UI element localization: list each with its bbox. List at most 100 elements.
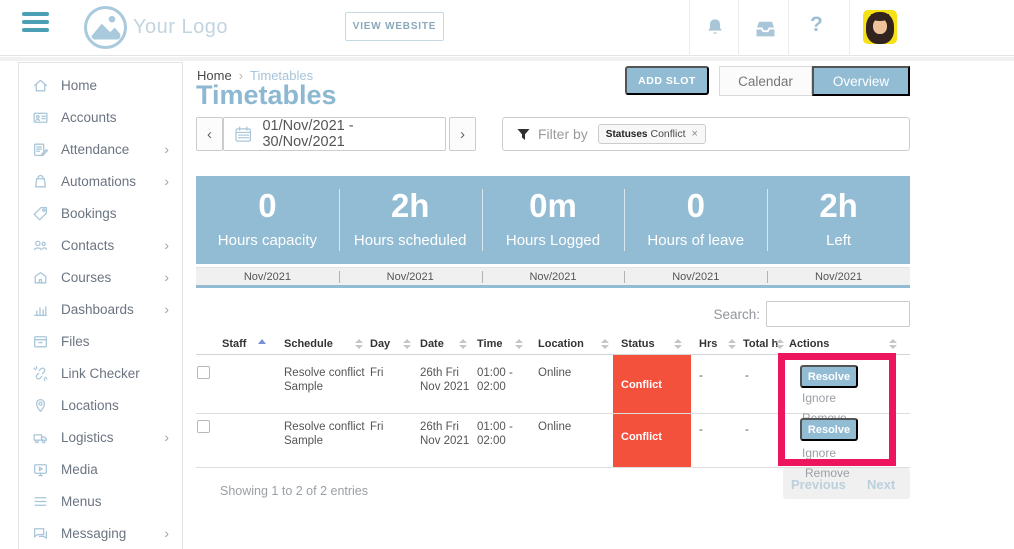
search-input[interactable]: [766, 301, 910, 327]
col-header-date[interactable]: Date: [420, 338, 444, 350]
chevron-right-icon: ›: [164, 525, 169, 541]
sort-icon[interactable]: [674, 339, 682, 351]
remove-action-link[interactable]: Remove: [805, 466, 850, 480]
filter-funnel-icon: [517, 128, 530, 140]
logistics-icon: [33, 433, 47, 443]
sidebar-item-files[interactable]: Files: [19, 325, 182, 357]
date-range-value: 01/Nov/2021 - 30/Nov/2021: [262, 118, 354, 150]
sort-icon[interactable]: [601, 339, 609, 351]
sidebar-item-logistics[interactable]: Logistics ›: [19, 421, 182, 453]
messaging-icon: [34, 527, 47, 539]
col-header-day[interactable]: Day: [370, 338, 391, 350]
chevron-right-icon: ›: [164, 269, 169, 285]
avatar-bangs: [871, 14, 889, 21]
col-header-total-h[interactable]: Total h: [743, 338, 779, 350]
header-divider: [788, 0, 789, 56]
row-checkbox[interactable]: [197, 366, 210, 379]
cell-location: Online: [538, 367, 572, 379]
sidebar-item-contacts[interactable]: Contacts ›: [19, 229, 182, 261]
sidebar-item-messaging[interactable]: Messaging ›: [19, 517, 182, 549]
col-header-hrs[interactable]: Hrs: [699, 338, 718, 350]
help-icon[interactable]: ?: [810, 13, 823, 36]
sidebar-item-menus[interactable]: Menus: [19, 485, 182, 517]
resolve-button[interactable]: Resolve: [800, 365, 858, 388]
chevron-right-icon: ›: [164, 429, 169, 445]
sidebar-item-locations[interactable]: Locations: [19, 389, 182, 421]
col-header-time[interactable]: Time: [477, 338, 503, 350]
filter-chip-remove-icon[interactable]: ×: [691, 128, 698, 140]
sidebar-item-home[interactable]: Home: [19, 69, 182, 101]
header-divider: [738, 0, 739, 56]
row-checkbox[interactable]: [197, 420, 210, 433]
media-icon: [34, 463, 47, 476]
home-icon: [34, 79, 47, 91]
ignore-action-link[interactable]: Ignore: [802, 391, 837, 405]
accounts-icon: [33, 112, 48, 123]
cell-time: 01:00 - 02:00: [477, 421, 513, 447]
sort-icon[interactable]: [515, 339, 523, 351]
pagination-background: [783, 468, 910, 499]
files-icon: [34, 335, 47, 347]
date-range-picker[interactable]: 01/Nov/2021 - 30/Nov/2021: [223, 117, 446, 151]
status-conflict-cell: [613, 414, 691, 467]
notifications-bell-icon[interactable]: [702, 15, 728, 41]
sort-icon[interactable]: [889, 339, 897, 351]
status-badge: Conflict: [621, 431, 662, 443]
prev-period-button[interactable]: ‹: [196, 117, 223, 151]
sort-asc-icon[interactable]: [258, 339, 266, 344]
col-header-actions[interactable]: Actions: [789, 338, 830, 350]
stats-underline: [196, 285, 910, 288]
table-info-text: Showing 1 to 2 of 2 entries: [220, 484, 369, 498]
cell-hrs: -: [699, 370, 703, 382]
ignore-action-link[interactable]: Ignore: [802, 446, 837, 460]
col-header-status[interactable]: Status: [621, 338, 655, 350]
calendar-tab[interactable]: Calendar: [719, 66, 812, 96]
next-period-button[interactable]: ›: [449, 117, 476, 151]
hamburger-menu-icon[interactable]: [22, 12, 50, 36]
sidebar-item-dashboards[interactable]: Dashboards ›: [19, 293, 182, 325]
sort-icon[interactable]: [403, 339, 411, 351]
inbox-tray-icon[interactable]: [752, 16, 778, 42]
add-slot-button[interactable]: ADD SLOT: [625, 66, 709, 95]
pagination-previous-button[interactable]: Previous: [791, 477, 846, 492]
user-avatar[interactable]: [863, 10, 897, 44]
sidebar-item-automations[interactable]: Automations ›: [19, 165, 182, 197]
cell-day: Fri: [370, 421, 384, 433]
filter-bar[interactable]: Filter by Statuses Conflict ×: [502, 117, 910, 151]
menus-icon: [34, 496, 47, 506]
sidebar-item-link-checker[interactable]: Link Checker: [19, 357, 182, 389]
sidebar-item-attendance[interactable]: Attendance ›: [19, 133, 182, 165]
cell-schedule: Resolve conflict Sample: [284, 367, 365, 393]
sort-icon[interactable]: [728, 339, 736, 351]
view-website-button[interactable]: VIEW WEBSITE: [345, 12, 444, 41]
breadcrumb-current: Timetables: [250, 68, 314, 83]
table-header-divider: [196, 354, 910, 355]
sidebar-item-media[interactable]: Media: [19, 453, 182, 485]
sidebar-item-accounts[interactable]: Accounts: [19, 101, 182, 133]
sort-icon[interactable]: [459, 339, 467, 351]
pagination-next-button[interactable]: Next: [867, 477, 896, 492]
breadcrumb-home-link[interactable]: Home: [197, 68, 232, 83]
filter-label: Filter by: [538, 126, 588, 142]
col-header-schedule[interactable]: Schedule: [284, 338, 333, 350]
resolve-button[interactable]: Resolve: [800, 418, 858, 441]
sidebar-item-bookings[interactable]: Bookings: [19, 197, 182, 229]
stats-period-strip: Nov/2021 Nov/2021 Nov/2021 Nov/2021 Nov/…: [196, 267, 910, 285]
chevron-right-icon: ›: [164, 173, 169, 189]
sidebar-item-courses[interactable]: Courses ›: [19, 261, 182, 293]
cell-date: 26th Fri Nov 2021: [420, 421, 470, 447]
col-header-staff[interactable]: Staff: [222, 338, 247, 350]
courses-icon: [34, 271, 47, 283]
overview-tab[interactable]: Overview: [812, 66, 910, 96]
col-header-location[interactable]: Location: [538, 338, 584, 350]
link-checker-icon: [33, 365, 48, 381]
cell-total-h: -: [745, 370, 749, 382]
cell-hrs: -: [699, 424, 703, 436]
stat-hours-scheduled: 2h Hours scheduled: [338, 176, 482, 264]
header-divider: [689, 0, 690, 56]
sort-icon[interactable]: [776, 339, 784, 351]
automations-icon: [34, 174, 47, 187]
header-divider: [849, 0, 850, 56]
sort-icon[interactable]: [355, 339, 363, 351]
filter-chip-statuses-conflict[interactable]: Statuses Conflict ×: [597, 124, 706, 144]
